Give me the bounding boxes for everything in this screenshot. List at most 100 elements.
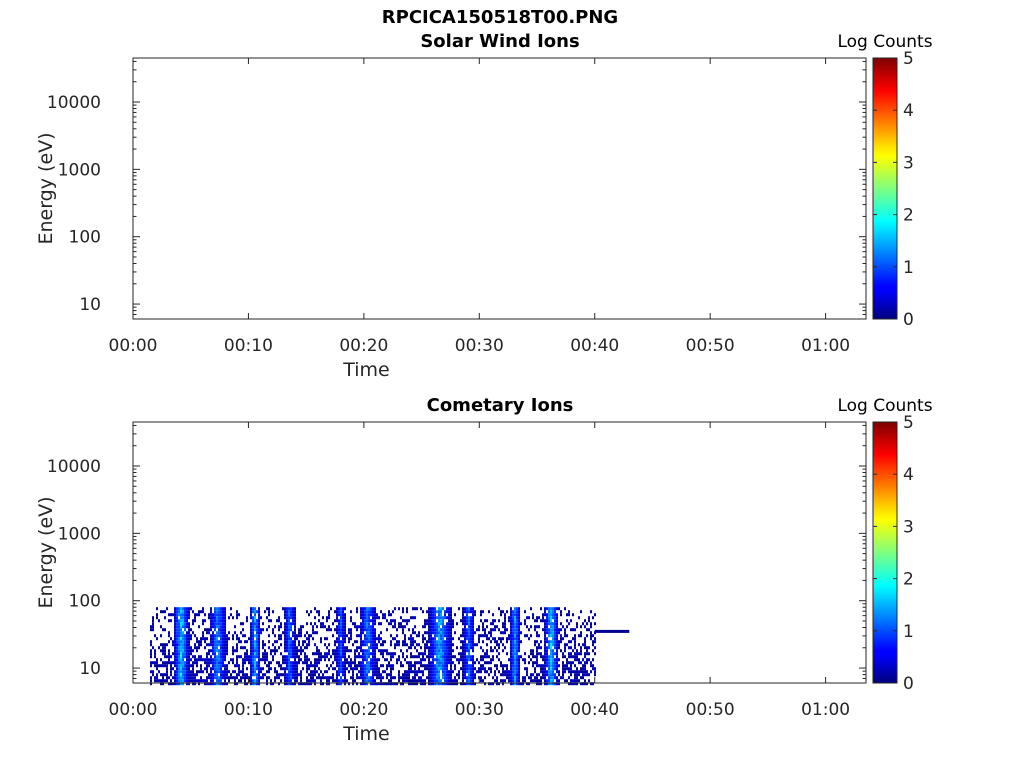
- data-cell: [188, 664, 190, 668]
- data-cell: [504, 673, 506, 677]
- data-cell: [520, 655, 522, 659]
- data-cell: [184, 625, 186, 629]
- data-cell: [274, 634, 276, 638]
- data-cell: [404, 679, 406, 683]
- data-cell: [388, 652, 390, 656]
- data-cell: [456, 679, 458, 683]
- data-cell: [442, 616, 444, 620]
- data-cell: [510, 616, 512, 620]
- data-cell: [578, 679, 580, 683]
- data-cell: [208, 661, 210, 665]
- data-cell: [468, 610, 470, 614]
- data-cell: [364, 625, 366, 629]
- data-cell: [206, 637, 208, 641]
- data-cell: [514, 610, 516, 614]
- data-cell: [332, 652, 334, 656]
- data-cell: [176, 661, 178, 665]
- data-cell: [180, 640, 182, 644]
- data-cell: [268, 634, 270, 638]
- data-cell: [314, 652, 316, 656]
- data-cell: [212, 625, 214, 629]
- data-cell: [338, 643, 340, 647]
- data-cell: [208, 613, 210, 617]
- data-cell: [526, 625, 528, 629]
- data-cell: [442, 640, 444, 644]
- data-cell: [206, 661, 208, 665]
- data-cell: [242, 676, 244, 680]
- data-cell: [464, 610, 466, 614]
- data-cell: [518, 622, 520, 626]
- data-cell: [364, 643, 366, 647]
- data-cell: [566, 625, 568, 629]
- data-cell: [262, 676, 264, 680]
- data-cell: [340, 676, 342, 680]
- data-cell: [362, 673, 364, 677]
- data-cell: [188, 622, 190, 626]
- data-cell: [384, 649, 386, 653]
- data-cell: [408, 619, 410, 623]
- data-cell: [514, 658, 516, 662]
- data-cell: [338, 679, 340, 683]
- data-cell: [314, 664, 316, 668]
- data-cell: [550, 634, 552, 638]
- data-cell: [548, 661, 550, 665]
- data-cell: [448, 610, 450, 614]
- data-cell: [510, 640, 512, 644]
- data-cell: [580, 610, 582, 614]
- data-cell: [334, 610, 336, 614]
- data-cell: [548, 676, 550, 680]
- data-cell: [592, 658, 594, 662]
- data-cell: [186, 634, 188, 638]
- data-cell: [466, 658, 468, 662]
- data-cell: [378, 640, 380, 644]
- data-cell: [376, 637, 378, 641]
- data-cell: [360, 664, 362, 668]
- data-cell: [270, 661, 272, 665]
- data-cell: [176, 631, 178, 635]
- data-cell: [212, 682, 214, 686]
- data-cell: [222, 625, 224, 629]
- data-cell: [364, 679, 366, 683]
- data-cell: [394, 643, 396, 647]
- data-cell: [218, 661, 220, 665]
- data-cell: [582, 664, 584, 668]
- x-tick-label: 00:10: [224, 336, 273, 356]
- data-cell: [370, 625, 372, 629]
- data-cell: [262, 652, 264, 656]
- data-cell: [584, 664, 586, 668]
- data-cell: [462, 616, 464, 620]
- data-cell: [446, 658, 448, 662]
- data-cell: [402, 628, 404, 632]
- data-cell: [330, 607, 332, 611]
- colorbar-tick-label: 4: [903, 465, 914, 485]
- data-cell: [282, 658, 284, 662]
- data-cell: [556, 664, 558, 668]
- data-cell: [244, 655, 246, 659]
- data-cell: [288, 676, 290, 680]
- data-cell: [450, 652, 452, 656]
- data-cell: [296, 649, 298, 653]
- data-cell: [468, 679, 470, 683]
- data-cell: [196, 640, 198, 644]
- data-cell: [330, 664, 332, 668]
- data-cell: [182, 643, 184, 647]
- data-cell: [510, 607, 512, 611]
- data-cell: [310, 622, 312, 626]
- data-cell: [368, 625, 370, 629]
- data-cell: [338, 637, 340, 641]
- data-cell: [208, 676, 210, 680]
- data-cell: [322, 676, 324, 680]
- data-cell: [186, 607, 188, 611]
- data-cell: [220, 667, 222, 671]
- data-cell: [172, 643, 174, 647]
- data-cell: [548, 667, 550, 671]
- data-cell: [200, 679, 202, 683]
- data-cell: [344, 634, 346, 638]
- data-cell: [258, 682, 260, 686]
- data-cell: [566, 664, 568, 668]
- data-cell: [210, 619, 212, 623]
- data-cell: [594, 646, 596, 650]
- data-cell: [274, 646, 276, 650]
- data-cell: [468, 652, 470, 656]
- data-cell: [174, 649, 176, 653]
